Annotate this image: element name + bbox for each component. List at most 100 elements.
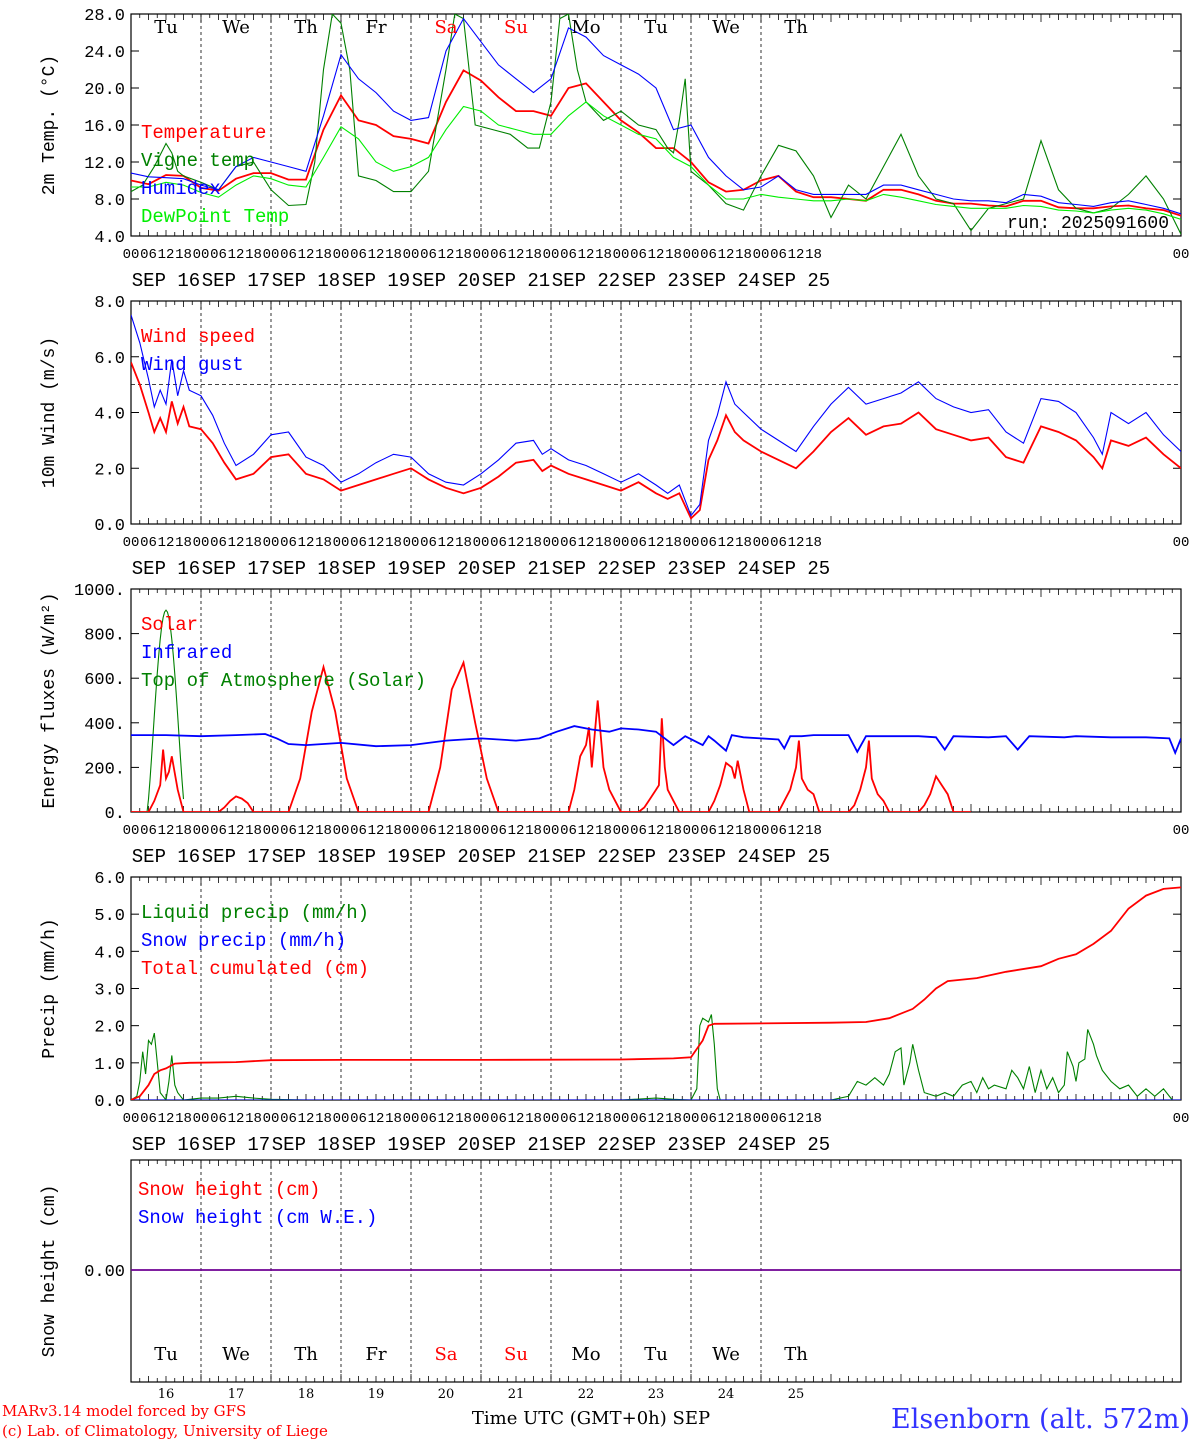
- date-label: SEP 24: [692, 1134, 760, 1156]
- hour-tick-label: 06: [140, 247, 157, 263]
- day-of-week-label: Tu: [154, 17, 178, 38]
- hour-tick-label: 06: [770, 1111, 787, 1127]
- y-tick-label: 6.0: [94, 350, 125, 369]
- hour-tick-label: 06: [350, 535, 367, 551]
- hour-tick-label: 18: [245, 823, 262, 839]
- y-tick-label: 2.0: [94, 461, 125, 480]
- hour-tick-label: 12: [368, 823, 385, 839]
- hour-tick-label: 00: [1173, 247, 1190, 263]
- hour-tick-label: 12: [788, 823, 805, 839]
- date-label: SEP 23: [622, 1134, 690, 1156]
- date-label: SEP 16: [132, 1134, 200, 1156]
- hour-tick-label: 00: [263, 823, 280, 839]
- hour-tick-label: 00: [333, 535, 350, 551]
- station-title: Elsenborn (alt. 572m): [891, 1404, 1190, 1435]
- y-tick-label: 20.0: [84, 81, 125, 100]
- hour-tick-label: 12: [718, 823, 735, 839]
- hour-tick-label: 12: [438, 535, 455, 551]
- hour-tick-label: 00: [473, 535, 490, 551]
- date-label: SEP 19: [342, 558, 410, 580]
- hour-tick-label: 06: [280, 535, 297, 551]
- hour-tick-label: 06: [490, 535, 507, 551]
- legend-entry: Humidex: [141, 178, 221, 200]
- hour-tick-label: 12: [298, 1111, 315, 1127]
- hour-tick-label: 00: [123, 247, 140, 263]
- hour-tick-label: 12: [508, 823, 525, 839]
- hour-tick-label: 00: [613, 823, 630, 839]
- hour-tick-label: 06: [630, 535, 647, 551]
- day-of-week-label: Sa: [434, 17, 457, 38]
- hour-tick-label: 18: [175, 247, 192, 263]
- hour-tick-label: 00: [403, 535, 420, 551]
- series-solar: [131, 659, 971, 812]
- hour-tick-label: 00: [1173, 535, 1190, 551]
- legend-entry: Liquid precip (mm/h): [141, 902, 369, 924]
- hour-tick-label: 06: [280, 1111, 297, 1127]
- hour-tick-label: 12: [298, 247, 315, 263]
- panel-4: 0.0 1.0 2.0 3.0 4.0 5.0 6.0 Precip (mm/h) Liquid…: [40, 870, 1189, 1156]
- hour-tick-label: 12: [228, 535, 245, 551]
- date-label: SEP 18: [272, 270, 340, 292]
- hour-tick-label: 12: [508, 1111, 525, 1127]
- hour-tick-label: 06: [700, 1111, 717, 1127]
- hour-tick-label: 12: [228, 823, 245, 839]
- date-label: SEP 22: [552, 558, 620, 580]
- hour-tick-label: 06: [630, 247, 647, 263]
- y-tick-label: 8.0: [94, 294, 125, 313]
- hour-tick-label: 06: [700, 247, 717, 263]
- hour-tick-label: 18: [525, 247, 542, 263]
- hour-tick-label: 00: [263, 1111, 280, 1127]
- day-number-label: 16: [158, 1387, 175, 1402]
- hour-tick-label: 06: [210, 247, 227, 263]
- date-label: SEP 18: [272, 846, 340, 868]
- y-tick-label: 16.0: [84, 118, 125, 137]
- hour-tick-label: 18: [315, 247, 332, 263]
- hour-tick-label: 12: [578, 1111, 595, 1127]
- hour-tick-label: 00: [683, 247, 700, 263]
- hour-tick-label: 06: [560, 247, 577, 263]
- date-label: SEP 20: [412, 846, 480, 868]
- hour-tick-label: 06: [280, 823, 297, 839]
- hour-tick-label: 06: [700, 823, 717, 839]
- hour-tick-label: 12: [578, 247, 595, 263]
- hour-tick-label: 12: [298, 535, 315, 551]
- hour-tick-label: 18: [315, 1111, 332, 1127]
- y-tick-label: 400.: [84, 716, 125, 735]
- day-of-week-label: Th: [294, 17, 318, 38]
- series-dewpoint-temp: [131, 101, 1181, 220]
- hour-tick-label: 18: [385, 823, 402, 839]
- y-tick-label: 24.0: [84, 44, 125, 63]
- hour-tick-label: 18: [805, 247, 822, 263]
- hour-tick-label: 06: [140, 535, 157, 551]
- hour-tick-label: 00: [263, 247, 280, 263]
- y-tick-label: 800.: [84, 627, 125, 646]
- x-axis-label: Time UTC (GMT+0h) SEP: [472, 1408, 710, 1429]
- hour-tick-label: 12: [648, 247, 665, 263]
- day-of-week-label: We: [712, 1344, 740, 1365]
- date-label: SEP 21: [482, 558, 550, 580]
- day-number-label: 23: [648, 1387, 665, 1402]
- hour-tick-label: 06: [350, 1111, 367, 1127]
- hour-tick-label: 12: [228, 1111, 245, 1127]
- hour-tick-label: 00: [683, 823, 700, 839]
- hour-tick-label: 00: [613, 247, 630, 263]
- day-of-week-label: Th: [784, 1344, 808, 1365]
- hour-tick-label: 18: [735, 1111, 752, 1127]
- hour-tick-label: 12: [158, 535, 175, 551]
- hour-tick-label: 12: [788, 535, 805, 551]
- hour-tick-label: 12: [788, 1111, 805, 1127]
- series-liquid-precip-mm-h: [131, 1014, 1181, 1100]
- hour-tick-label: 18: [245, 247, 262, 263]
- hour-tick-label: 18: [805, 1111, 822, 1127]
- hour-tick-label: 18: [525, 1111, 542, 1127]
- hour-tick-label: 06: [560, 1111, 577, 1127]
- hour-tick-label: 12: [578, 823, 595, 839]
- hour-tick-label: 18: [455, 535, 472, 551]
- y-tick-label: 4.0: [94, 406, 125, 425]
- y-tick-label: 4.0: [94, 944, 125, 963]
- y-tick-label: 0.00: [84, 1263, 125, 1282]
- hour-tick-label: 00: [123, 1111, 140, 1127]
- hour-tick-label: 00: [403, 1111, 420, 1127]
- y-tick-label: 28.0: [84, 7, 125, 26]
